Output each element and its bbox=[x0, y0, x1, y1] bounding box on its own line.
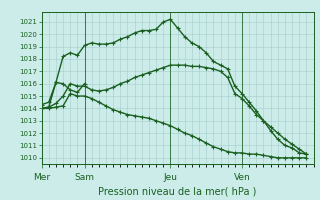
X-axis label: Pression niveau de la mer( hPa ): Pression niveau de la mer( hPa ) bbox=[99, 186, 257, 196]
